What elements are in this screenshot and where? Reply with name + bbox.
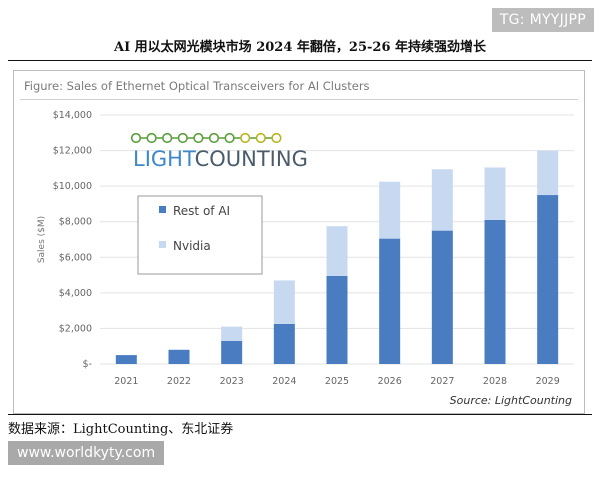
bar-rest-of-ai bbox=[537, 195, 559, 364]
x-tick-label: 2027 bbox=[430, 376, 454, 387]
x-tick-label: 2024 bbox=[272, 376, 296, 387]
y-tick-label: $2,000 bbox=[59, 323, 92, 334]
x-tick-label: 2026 bbox=[378, 376, 402, 387]
sales-chart: $- $2,000 $4,000 $6,000 $8,000 $10,000 $12,000… bbox=[37, 110, 574, 387]
legend-label-rest-of-ai: Rest of AI bbox=[173, 204, 230, 218]
figure-title: Figure: Sales of Ethernet Optical Transc… bbox=[24, 79, 370, 93]
chart-legend: Rest of AI Nvidia bbox=[137, 195, 263, 275]
bar-nvidia bbox=[326, 226, 348, 276]
y-tick-label: $10,000 bbox=[53, 181, 92, 192]
y-tick-label: $12,000 bbox=[53, 146, 92, 157]
bar-rest-of-ai bbox=[431, 230, 453, 364]
figure-panel: Figure: Sales of Ethernet Optical Transc… bbox=[13, 70, 585, 414]
bar-nvidia bbox=[484, 167, 506, 220]
bar-rest-of-ai bbox=[484, 219, 506, 364]
source-note: Source: LightCounting bbox=[449, 394, 572, 407]
logo-dot bbox=[177, 132, 188, 144]
data-source-footnote: 数据来源：LightCounting、东北证券 bbox=[8, 422, 234, 437]
figure-divider bbox=[20, 99, 578, 100]
x-axis-ticks: 2021 2022 2023 2024 2025 2026 2027 2028 2029 bbox=[114, 376, 560, 387]
bar-rest-of-ai bbox=[115, 355, 137, 364]
url-watermark: www.worldkyty.com bbox=[8, 441, 165, 465]
y-axis-ticks: $- $2,000 $4,000 $6,000 $8,000 $10,000 $12,000… bbox=[53, 110, 92, 370]
bar-nvidia bbox=[431, 169, 453, 231]
logo-dot bbox=[271, 132, 282, 144]
logo-dot bbox=[224, 132, 235, 144]
logo-dot bbox=[146, 132, 157, 144]
logo-dots-icon bbox=[130, 132, 282, 144]
bar-rest-of-ai bbox=[168, 349, 190, 364]
logo-word-counting: COUNTING bbox=[195, 147, 308, 171]
x-tick-label: 2023 bbox=[220, 376, 244, 387]
y-tick-label: $14,000 bbox=[53, 110, 92, 121]
bar-rest-of-ai bbox=[379, 238, 401, 364]
legend-box bbox=[137, 195, 263, 275]
bar-nvidia bbox=[379, 181, 401, 239]
logo-dot bbox=[162, 132, 173, 144]
lightcounting-logo: LIGHTCOUNTING bbox=[130, 132, 308, 171]
x-tick-label: 2022 bbox=[167, 376, 191, 387]
logo-wordmark: LIGHTCOUNTING bbox=[133, 147, 308, 171]
legend-label-nvidia: Nvidia bbox=[173, 239, 211, 253]
bar-nvidia bbox=[221, 326, 243, 341]
bar-nvidia bbox=[273, 280, 295, 324]
logo-dot bbox=[255, 132, 266, 144]
divider-bottom bbox=[8, 414, 592, 415]
x-tick-label: 2025 bbox=[325, 376, 349, 387]
legend-swatch-rest-of-ai bbox=[159, 206, 166, 213]
x-tick-label: 2021 bbox=[114, 376, 138, 387]
x-tick-label: 2028 bbox=[483, 376, 507, 387]
y-tick-label: $8,000 bbox=[59, 217, 92, 228]
watermark-label: TG: MYYJJPP bbox=[491, 8, 594, 32]
page-title: AI 用以太网光模块市场 2024 年翻倍，25-26 年持续强劲增长 bbox=[113, 40, 487, 55]
y-tick-label: $- bbox=[83, 359, 92, 370]
logo-dot bbox=[240, 132, 251, 144]
bars bbox=[115, 150, 559, 364]
y-tick-label: $6,000 bbox=[59, 252, 92, 263]
logo-dot bbox=[208, 132, 220, 144]
divider-top bbox=[8, 60, 592, 61]
logo-dot bbox=[130, 132, 142, 144]
x-tick-label: 2029 bbox=[536, 376, 560, 387]
y-tick-label: $4,000 bbox=[59, 288, 92, 299]
bar-rest-of-ai bbox=[273, 323, 295, 364]
bar-rest-of-ai bbox=[326, 275, 348, 364]
bar-rest-of-ai bbox=[221, 340, 243, 364]
y-axis-label: Sales ($M) bbox=[37, 216, 47, 263]
bar-nvidia bbox=[537, 150, 559, 196]
logo-dot bbox=[193, 132, 204, 144]
legend-swatch-nvidia bbox=[159, 241, 166, 248]
logo-word-light: LIGHT bbox=[133, 147, 196, 171]
